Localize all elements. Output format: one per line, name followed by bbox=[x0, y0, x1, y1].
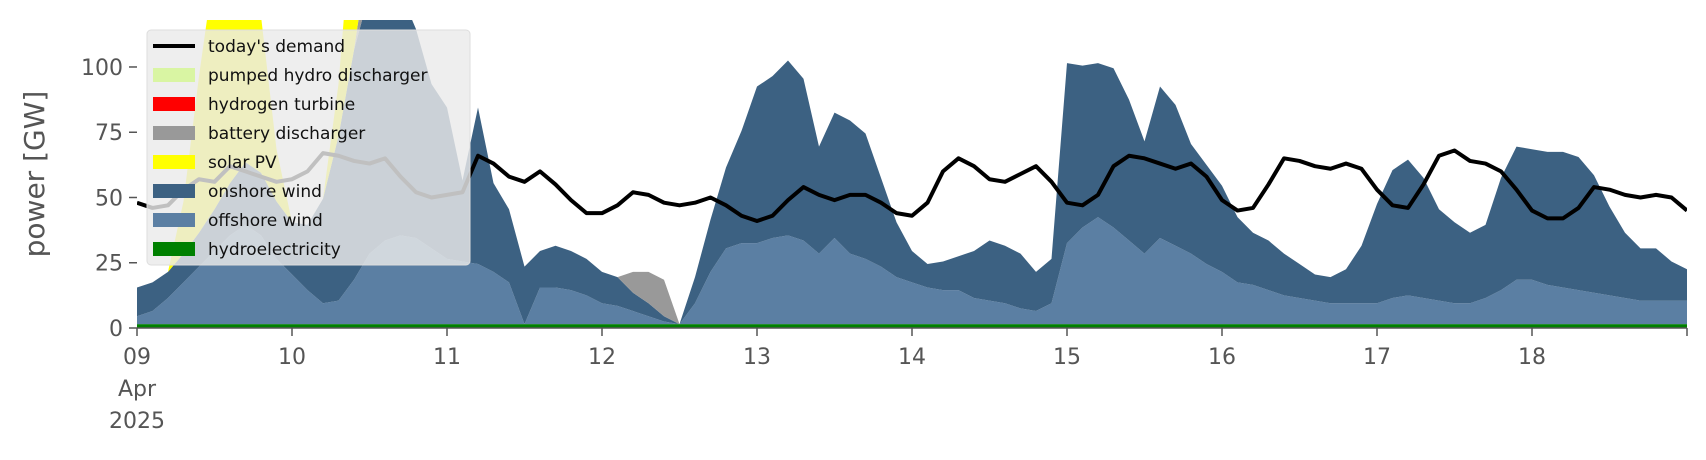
legend-label: hydroelectricity bbox=[208, 240, 341, 260]
legend-swatch bbox=[153, 126, 195, 140]
y-tick-label: 100 bbox=[81, 56, 123, 81]
x-tick-label: 18 bbox=[1518, 345, 1546, 370]
area-offshore-wind bbox=[137, 217, 1687, 325]
legend-label: solar PV bbox=[208, 153, 277, 173]
x-tick-label: 16 bbox=[1208, 345, 1236, 370]
x-tick-label: Apr bbox=[118, 377, 157, 402]
x-tick-label: 14 bbox=[898, 345, 926, 370]
legend-swatch bbox=[153, 184, 195, 198]
y-tick-label: 75 bbox=[95, 121, 123, 146]
legend-label: offshore wind bbox=[208, 211, 323, 231]
legend-label: today's demand bbox=[208, 37, 345, 57]
axes: 0 25 50 75 100 09 Apr 2025 10 11 12 13 14 15 16 17 18 bbox=[81, 56, 1688, 434]
x-tick-label: 10 bbox=[278, 345, 306, 370]
legend-label: battery discharger bbox=[208, 124, 365, 144]
legend: today's demand pumped hydro discharger hyd… bbox=[146, 29, 471, 266]
y-axis-label: power [GW] bbox=[18, 91, 51, 258]
x-tick-label: 13 bbox=[743, 345, 771, 370]
x-tick-label: 12 bbox=[588, 345, 616, 370]
legend-box bbox=[146, 29, 471, 266]
legend-label: onshore wind bbox=[208, 182, 322, 202]
x-tick-label: 11 bbox=[433, 345, 461, 370]
legend-swatch bbox=[153, 213, 195, 227]
legend-swatch bbox=[153, 242, 195, 256]
x-tick-label: 2025 bbox=[109, 409, 165, 434]
legend-swatch bbox=[153, 68, 195, 82]
legend-label: pumped hydro discharger bbox=[208, 66, 427, 86]
legend-swatch bbox=[153, 97, 195, 111]
x-tick-label: 09 bbox=[123, 345, 151, 370]
area-hydroelectricity bbox=[137, 324, 1687, 328]
y-tick-label: 50 bbox=[95, 186, 123, 211]
x-tick-label: 17 bbox=[1363, 345, 1391, 370]
y-tick-label: 25 bbox=[95, 252, 123, 277]
x-tick-label: 15 bbox=[1053, 345, 1081, 370]
legend-label: hydrogen turbine bbox=[208, 95, 355, 115]
legend-swatch bbox=[153, 155, 195, 169]
y-tick-label: 0 bbox=[109, 317, 123, 342]
